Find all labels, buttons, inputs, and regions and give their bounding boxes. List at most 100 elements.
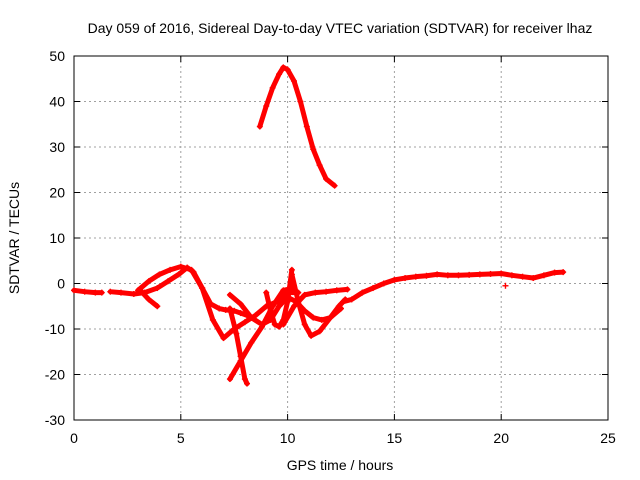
data-point: [284, 298, 291, 305]
y-tick-label: -10: [45, 321, 65, 337]
data-point: [551, 269, 558, 276]
data-point: [167, 266, 174, 273]
data-point: [269, 84, 276, 91]
data-point: [331, 182, 338, 189]
data-point: [412, 273, 419, 280]
data-point: [233, 330, 240, 337]
x-tick-label: 25: [600, 430, 616, 446]
data-point: [271, 321, 278, 328]
data-point: [188, 266, 195, 273]
data-point: [301, 321, 308, 328]
data-point: [117, 289, 124, 296]
data-point: [220, 335, 227, 342]
y-tick-label: 30: [49, 139, 65, 155]
data-point: [284, 66, 291, 73]
series-line: [257, 64, 338, 189]
data-point: [540, 272, 547, 279]
data-point: [455, 272, 462, 279]
data-point: [344, 286, 351, 293]
y-tick-label: 0: [57, 276, 65, 292]
data-point: [487, 270, 494, 277]
data-point: [508, 272, 515, 279]
data-point: [370, 285, 377, 292]
data-point: [237, 310, 244, 317]
data-point: [175, 271, 182, 278]
data-point: [348, 296, 355, 303]
data-point: [145, 296, 152, 303]
data-point: [280, 64, 287, 71]
data-point: [226, 291, 233, 298]
y-tick-label: 40: [49, 94, 65, 110]
data-point: [145, 278, 152, 285]
data-point: [338, 305, 344, 312]
data-point: [237, 357, 244, 364]
data-point: [248, 339, 255, 346]
data-point: [303, 123, 310, 130]
outlier-point: [502, 282, 509, 289]
data-point: [216, 305, 223, 312]
data-point: [466, 271, 473, 278]
data-point: [241, 319, 248, 326]
x-tick-label: 20: [493, 430, 509, 446]
data-point: [327, 314, 334, 321]
data-point: [156, 271, 163, 278]
series-arc-4: [137, 287, 161, 310]
data-point: [222, 306, 229, 313]
data-point: [248, 314, 255, 321]
x-tick-label: 15: [387, 430, 403, 446]
series-arc-10: [280, 286, 351, 328]
data-point: [276, 323, 283, 330]
series-line: [71, 287, 105, 296]
data-point: [333, 287, 340, 294]
chart-title: Day 059 of 2016, Sidereal Day-to-day VTE…: [88, 20, 593, 36]
data-point: [310, 146, 317, 153]
data-point: [226, 376, 233, 383]
data-point: [560, 269, 567, 276]
data-point: [263, 289, 270, 296]
data-point: [276, 303, 283, 310]
data-point: [316, 162, 323, 169]
data-point: [340, 298, 347, 305]
data-point: [107, 288, 114, 295]
data-point: [434, 271, 441, 278]
x-tick-label: 0: [70, 430, 78, 446]
data-point: [226, 305, 233, 312]
data-point: [519, 273, 526, 280]
data-point: [316, 328, 323, 335]
data-point: [241, 376, 248, 383]
y-tick-label: 20: [49, 185, 65, 201]
data-point: [164, 278, 171, 285]
data-point: [98, 289, 105, 296]
data-point: [137, 287, 144, 294]
x-tick-label: 5: [177, 430, 185, 446]
data-series: [71, 64, 567, 387]
data-point: [318, 316, 325, 323]
data-point: [312, 289, 319, 296]
data-point: [154, 303, 161, 310]
data-point: [498, 270, 505, 277]
data-point: [267, 307, 274, 314]
data-point: [199, 285, 206, 292]
data-point: [288, 271, 295, 278]
data-point: [476, 271, 483, 278]
data-point: [323, 288, 330, 295]
data-point: [237, 300, 244, 307]
series-line: [340, 269, 566, 305]
data-point: [177, 263, 184, 270]
data-point: [209, 316, 216, 323]
series-arc-12: [256, 64, 338, 189]
data-point: [380, 280, 387, 287]
data-point: [71, 287, 77, 294]
y-tick-label: -20: [45, 367, 65, 383]
grid: [74, 56, 608, 420]
y-tick-label: 50: [49, 48, 65, 64]
y-tick-label: -30: [45, 412, 65, 428]
data-point: [444, 272, 451, 279]
tick-labels: 0 5 10 15 20 25 -30 -20 -10 0 10 20 30 40 50: [45, 48, 616, 446]
data-point: [310, 314, 317, 321]
data-point: [263, 103, 270, 110]
plot-frame: [73, 55, 609, 421]
outlier-points: [502, 282, 509, 289]
data-point: [323, 175, 330, 182]
